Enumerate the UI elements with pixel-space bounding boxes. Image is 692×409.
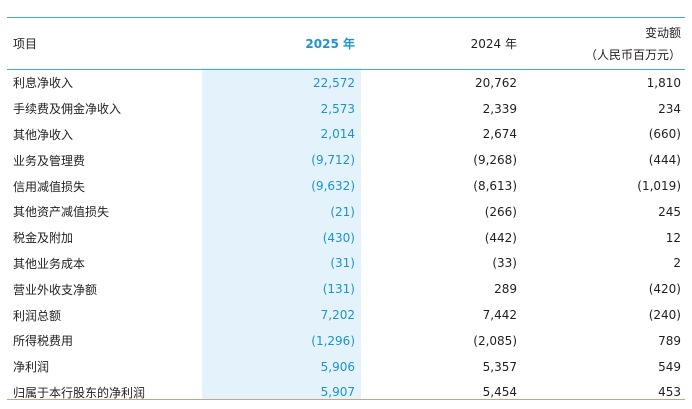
header-change-label: 变动额	[644, 25, 681, 40]
value-2025: 2,014	[320, 127, 355, 142]
table-row: 所得税费用 (1,296) (2,085) 789	[7, 328, 685, 354]
value-change: 234	[658, 101, 681, 116]
value-2024: (266)	[484, 204, 517, 219]
table-row: 归属于本行股东的净利润 5,907 5,454 453	[7, 380, 685, 406]
row-label: 手续费及佣金净收入	[13, 102, 122, 117]
value-2024: (8,613)	[473, 179, 517, 194]
value-2024: 5,454	[482, 385, 517, 400]
highlight-column-2025	[202, 68, 361, 399]
value-2024: 2,339	[482, 101, 517, 116]
value-change: (240)	[648, 308, 681, 323]
value-2025: 5,906	[320, 359, 355, 374]
value-change: 549	[658, 359, 681, 374]
value-2024: 5,357	[482, 359, 517, 374]
bottom-rule	[7, 399, 685, 400]
row-label: 税金及附加	[13, 231, 74, 246]
value-change: (1,019)	[637, 179, 681, 194]
header-2025: 2025 年	[202, 18, 358, 70]
value-2025: 22,572	[313, 75, 355, 90]
value-2025: (131)	[322, 282, 355, 297]
value-change: 2	[673, 256, 681, 271]
row-label: 其他资产减值损失	[13, 205, 110, 220]
table-row: 业务及管理费 (9,712) (9,268) (444)	[7, 147, 685, 173]
row-label: 利息净收入	[13, 76, 74, 91]
table-row: 其他资产减值损失 (21) (266) 245	[7, 199, 685, 225]
row-label: 其他净收入	[13, 127, 74, 142]
header-2024: 2024 年	[358, 18, 518, 70]
row-label: 业务及管理费	[13, 153, 86, 168]
value-2025: (9,712)	[311, 153, 355, 168]
value-2025: (9,632)	[311, 179, 355, 194]
income-table: 项目 2025 年 2024 年 变动额 （人民币百万元） 利息净收入 22,57…	[7, 18, 685, 405]
row-label: 利润总额	[13, 308, 62, 323]
row-label: 其他业务成本	[13, 256, 86, 271]
row-label: 归属于本行股东的净利润	[13, 385, 146, 400]
value-2024: (2,085)	[473, 333, 517, 348]
value-2025: (21)	[330, 204, 355, 219]
value-2025: (1,296)	[311, 333, 355, 348]
table-row: 净利润 5,906 5,357 549	[7, 354, 685, 380]
value-2024: 7,442	[482, 308, 517, 323]
value-change: 1,810	[646, 75, 681, 90]
value-2025: 7,202	[320, 308, 355, 323]
value-change: (660)	[648, 127, 681, 142]
row-label: 净利润	[13, 360, 50, 375]
header-change: 变动额 （人民币百万元）	[518, 18, 685, 70]
value-2025: 2,573	[320, 101, 355, 116]
value-change: (420)	[648, 282, 681, 297]
table-row: 其他业务成本 (31) (33) 2	[7, 251, 685, 277]
table-row: 利息净收入 22,572 20,762 1,810	[7, 70, 685, 96]
value-2025: (31)	[330, 256, 355, 271]
table-row: 信用减值损失 (9,632) (8,613) (1,019)	[7, 173, 685, 199]
value-2024: 2,674	[482, 127, 517, 142]
table-row: 手续费及佣金净收入 2,573 2,339 234	[7, 96, 685, 122]
header-item: 项目	[7, 18, 202, 70]
header-row: 项目 2025 年 2024 年 变动额 （人民币百万元）	[7, 18, 685, 70]
value-2024: 20,762	[475, 75, 517, 90]
table-row: 营业外收支净额 (131) 289 (420)	[7, 276, 685, 302]
value-change: (444)	[648, 153, 681, 168]
row-label: 信用减值损失	[13, 179, 86, 194]
value-2024: (33)	[492, 256, 517, 271]
value-change: 453	[658, 385, 681, 400]
row-label: 所得税费用	[13, 334, 74, 349]
value-2025: (430)	[322, 230, 355, 245]
value-2024: (9,268)	[473, 153, 517, 168]
table-row: 利润总额 7,202 7,442 (240)	[7, 302, 685, 328]
value-change: 789	[658, 333, 681, 348]
value-change: 12	[665, 230, 681, 245]
table-row: 其他净收入 2,014 2,674 (660)	[7, 122, 685, 148]
top-rule	[7, 17, 685, 18]
value-2024: (442)	[484, 230, 517, 245]
value-2025: 5,907	[320, 385, 355, 400]
value-2024: 289	[494, 282, 517, 297]
table-row: 税金及附加 (430) (442) 12	[7, 225, 685, 251]
row-label: 营业外收支净额	[13, 282, 98, 297]
value-change: 245	[658, 204, 681, 219]
header-unit: （人民币百万元）	[584, 47, 681, 62]
